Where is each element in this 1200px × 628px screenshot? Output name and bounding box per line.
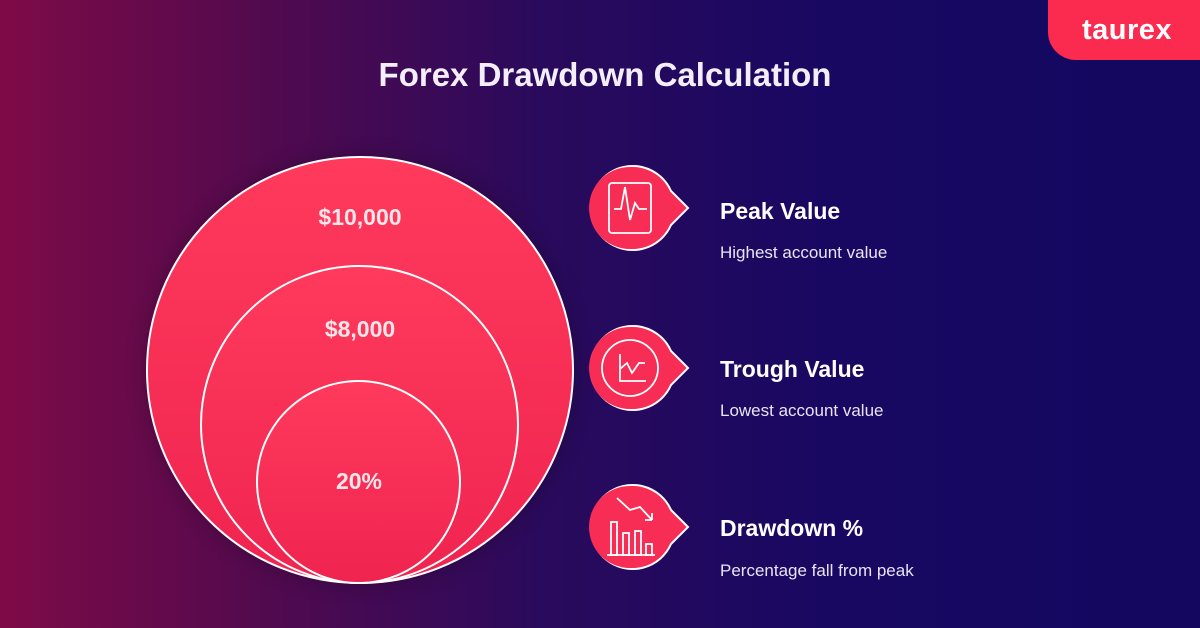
taurex-logo: taurex <box>1048 0 1200 60</box>
pulse-chart-icon <box>589 165 690 251</box>
peak-amount: $10,000 <box>318 204 402 230</box>
drawdown-subtitle: Percentage fall from peak <box>720 561 914 580</box>
drawdown-percent: 20% <box>335 468 383 494</box>
page-title: Forex Drawdown Calculation <box>378 56 832 93</box>
trough-amount: $8,000 <box>324 316 396 342</box>
line-chart-dip-icon <box>589 325 690 411</box>
peak-value-subtitle: Highest account value <box>720 243 888 262</box>
declining-bar-chart-icon <box>589 484 690 570</box>
trough-value-title: Trough Value <box>720 356 865 382</box>
trough-value-subtitle: Lowest account value <box>720 401 884 420</box>
inner-circle-drawdown <box>256 380 461 584</box>
logo-text: taurex <box>1081 13 1173 46</box>
drawdown-title: Drawdown % <box>720 515 864 541</box>
peak-value-title: Peak Value <box>720 198 841 224</box>
